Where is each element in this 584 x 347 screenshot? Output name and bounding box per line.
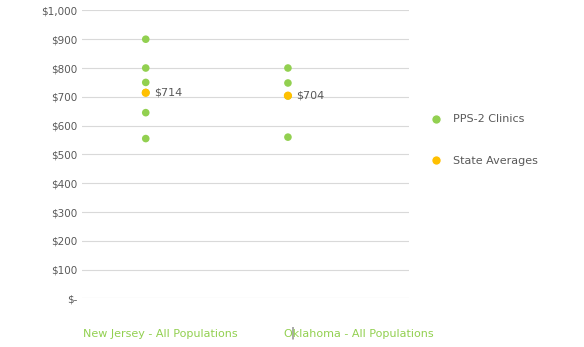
Point <box>141 110 151 116</box>
Point <box>283 80 293 86</box>
Text: New Jersey - All Populations: New Jersey - All Populations <box>84 329 238 339</box>
Point <box>283 134 293 140</box>
Point <box>141 65 151 71</box>
Text: $714: $714 <box>154 88 183 98</box>
Point <box>141 90 151 95</box>
Legend: PPS-2 Clinics, State Averages: PPS-2 Clinics, State Averages <box>421 110 543 170</box>
Point <box>283 93 293 99</box>
Point <box>141 136 151 141</box>
Text: Oklahoma - All Populations: Oklahoma - All Populations <box>284 329 434 339</box>
Point <box>141 36 151 42</box>
Point <box>141 90 151 95</box>
Point <box>283 93 293 99</box>
Text: |: | <box>290 327 294 340</box>
Point <box>141 80 151 85</box>
Point <box>283 65 293 71</box>
Text: $704: $704 <box>297 91 325 101</box>
